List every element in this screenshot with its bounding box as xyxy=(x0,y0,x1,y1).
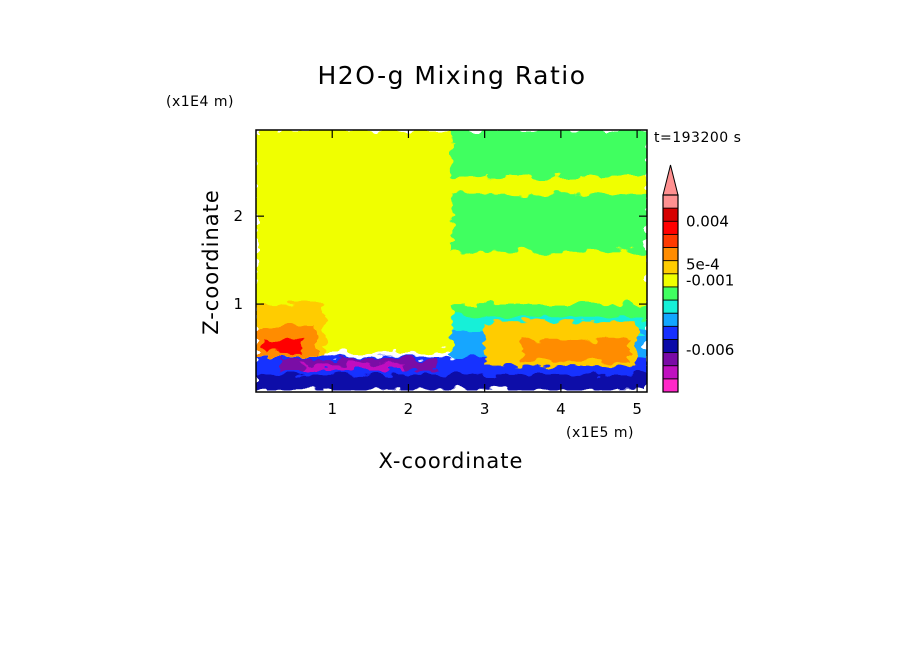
colorbar-level-1 xyxy=(663,365,678,380)
field-region-14 xyxy=(522,339,630,362)
x-tick-label: 3 xyxy=(480,400,490,418)
colorbar-level-4 xyxy=(663,326,678,340)
contour-field xyxy=(256,130,647,392)
colorbar: 0.004 5e-4-0.001 -0.006 xyxy=(662,164,734,393)
colorbar-level-8 xyxy=(663,273,678,288)
x-tick-label: 4 xyxy=(556,400,566,418)
colorbar-label: 0.004 xyxy=(686,212,729,230)
colorbar-level-14 xyxy=(663,195,678,209)
x-axis-ticks: 1 2 3 4 5 xyxy=(327,130,642,418)
colorbar-level-12 xyxy=(663,221,678,235)
colorbar-level-3 xyxy=(663,339,678,353)
x-tick-label: 1 xyxy=(327,400,337,418)
y-scale-label: (x1E4 m) xyxy=(166,94,234,110)
colorbar-extend-arrow xyxy=(662,164,679,196)
colorbar-level-5 xyxy=(663,313,678,327)
field-region-7 xyxy=(256,374,647,391)
colorbar-label: -0.001 xyxy=(686,271,734,289)
colorbar-label: 5e-4 xyxy=(686,256,720,274)
colorbar-level-6 xyxy=(663,300,678,314)
x-scale-label: (x1E5 m) xyxy=(566,425,634,441)
colorbar-level-9 xyxy=(663,260,678,275)
field-region-2 xyxy=(451,194,647,252)
colorbar-level-2 xyxy=(663,352,678,367)
colorbar-level-11 xyxy=(663,234,678,248)
colorbar-label: -0.006 xyxy=(686,341,734,359)
y-tick-label: 1 xyxy=(233,295,243,313)
x-axis-label: X-coordinate xyxy=(379,449,524,473)
field-region-9 xyxy=(301,363,401,371)
y-axis-ticks: 12 xyxy=(233,207,647,313)
colorbar-frame xyxy=(662,194,679,393)
colorbar-level-10 xyxy=(663,247,678,261)
time-label: t=193200 s xyxy=(654,130,741,146)
plot-frame xyxy=(255,129,648,393)
colorbar-level-7 xyxy=(663,286,678,301)
x-tick-label: 2 xyxy=(404,400,414,418)
y-axis-label: Z-coordinate xyxy=(199,189,223,335)
field-region-1 xyxy=(451,130,647,177)
x-tick-label: 5 xyxy=(632,400,642,418)
colorbar-level-13 xyxy=(663,208,678,222)
field-region-12 xyxy=(263,339,302,353)
colorbar-level-0 xyxy=(663,378,678,393)
y-tick-label: 2 xyxy=(233,207,243,225)
chart-title: H2O-g Mixing Ratio xyxy=(317,61,586,90)
